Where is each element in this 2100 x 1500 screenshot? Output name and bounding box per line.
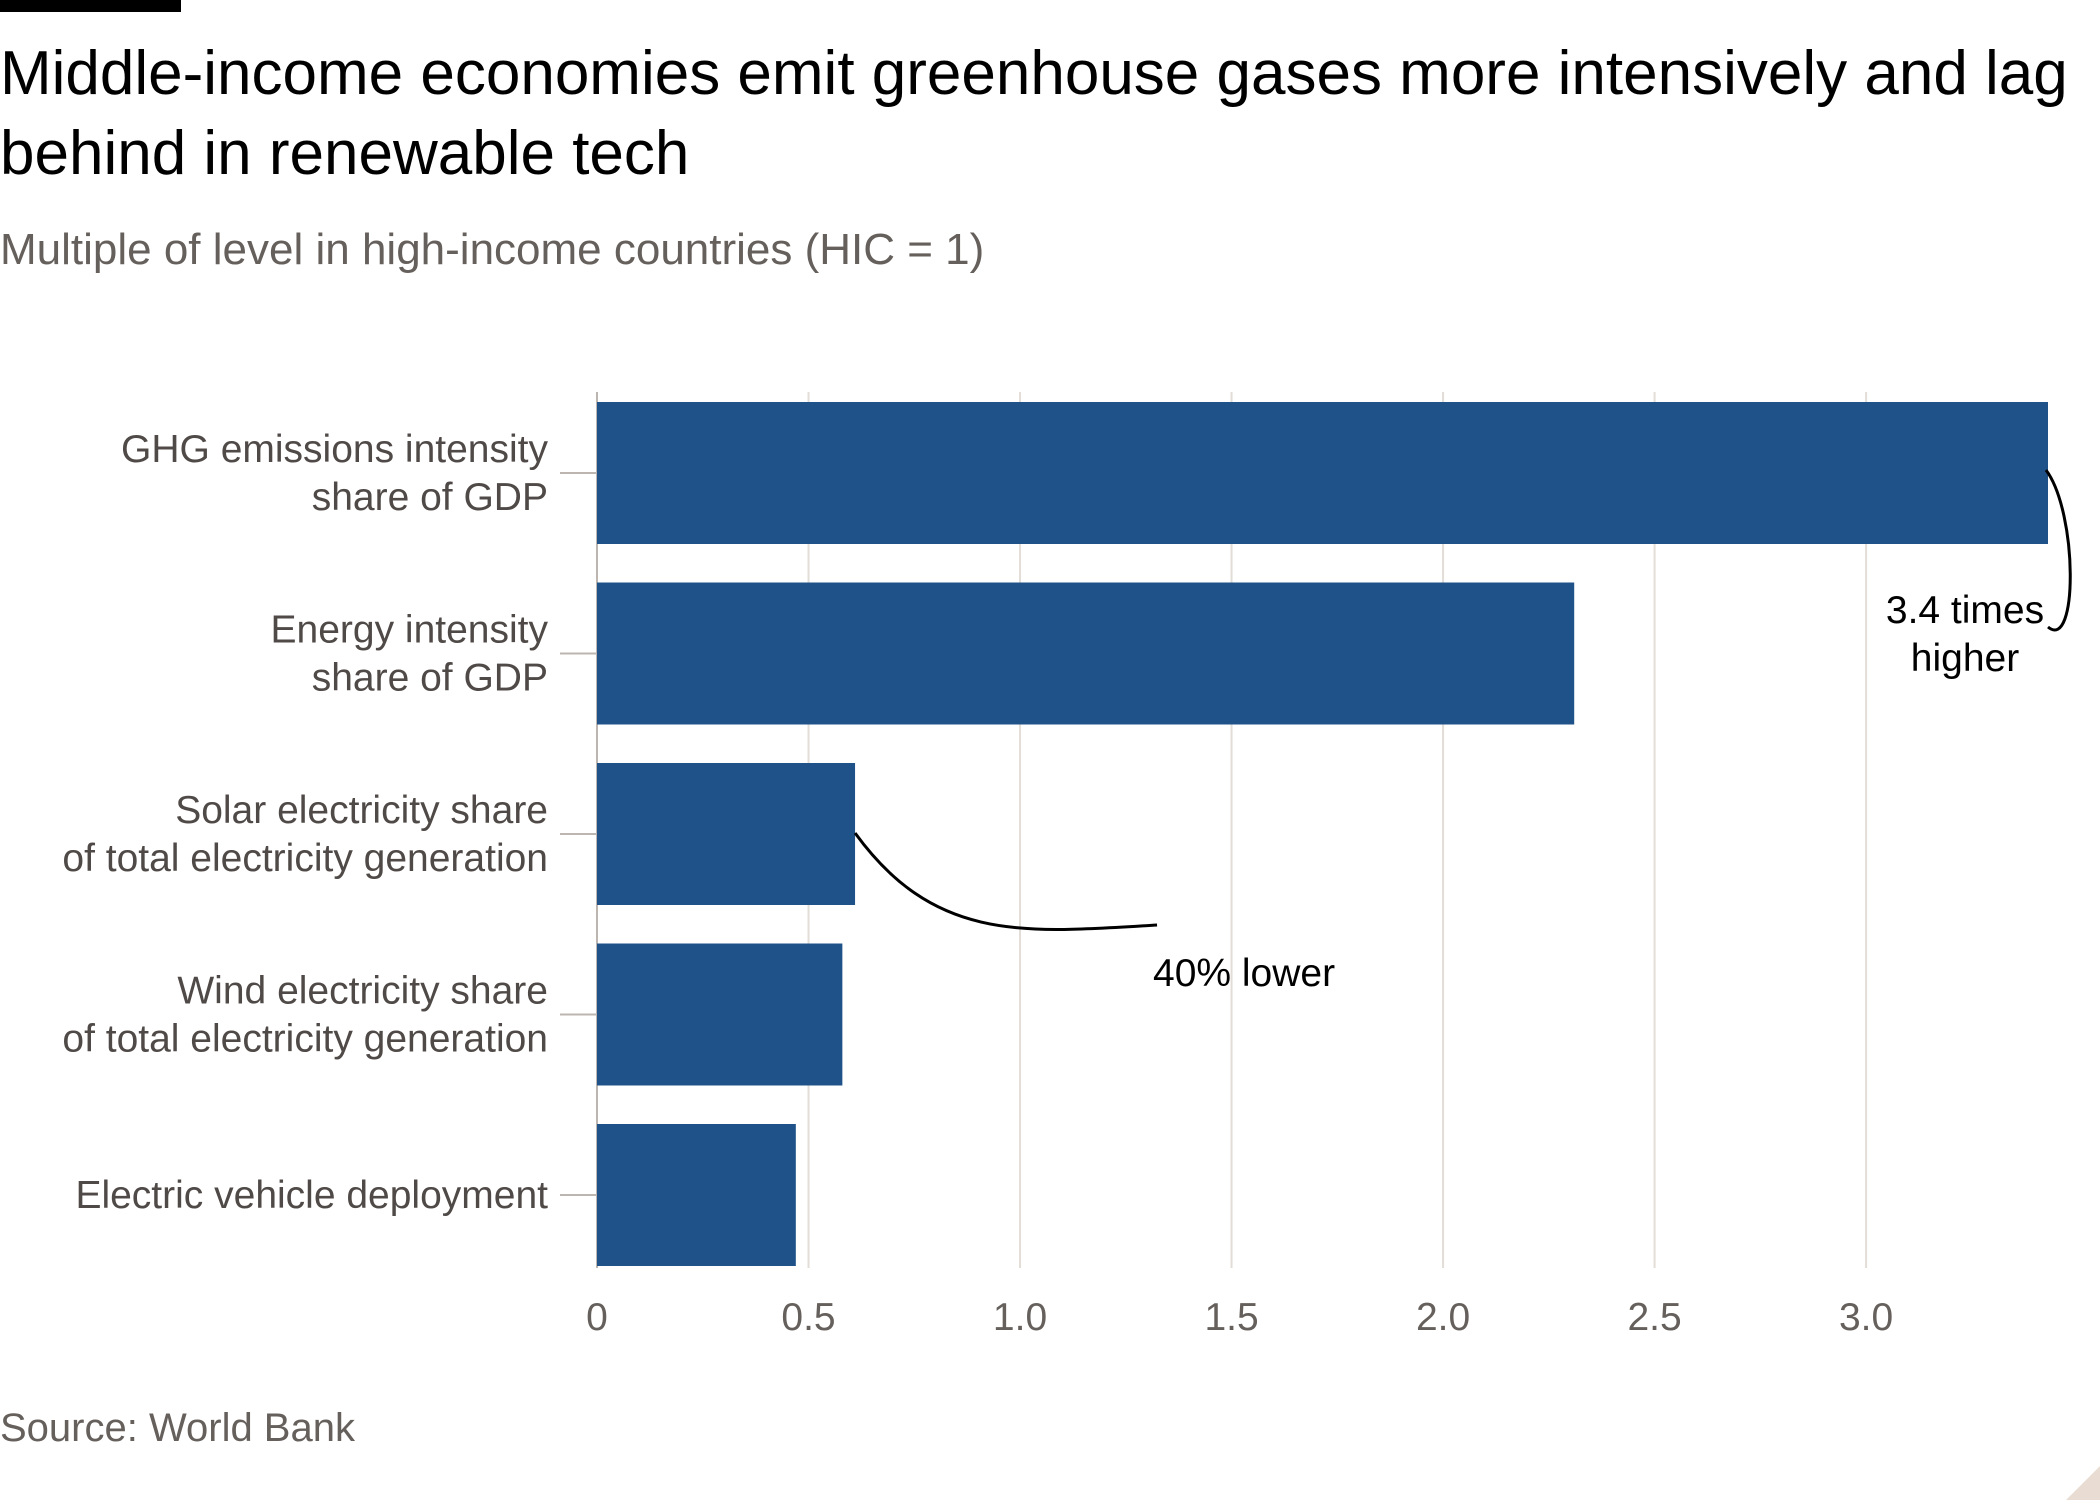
bar	[597, 402, 2048, 544]
x-tick-label: 0.5	[781, 1296, 835, 1339]
annotations: 3.4 times higher 40% lower	[853, 469, 2072, 995]
source-note: Source: World Bank	[0, 1406, 355, 1450]
x-tick-label: 2.5	[1627, 1296, 1681, 1339]
category-label: of total electricity generation	[62, 1018, 548, 1061]
bars	[597, 402, 2048, 1266]
x-tick-label: 0	[586, 1296, 608, 1339]
bar	[597, 943, 843, 1086]
annotation-label: higher	[1911, 637, 2019, 680]
category-labels: GHG emissions intensity share of GDP Energ…	[62, 428, 597, 1217]
x-axis-ticks: 0 0.5 1.0 1.5 2.0 2.5 3.0	[586, 1296, 1893, 1339]
category-label: Solar electricity share	[175, 789, 548, 832]
chart-title: Middle-income economies emit greenhouse …	[0, 39, 2068, 188]
x-tick-label: 1.0	[993, 1296, 1047, 1339]
annotation-connector	[2044, 469, 2072, 632]
x-tick-label: 3.0	[1839, 1296, 1893, 1339]
category-label: of total electricity generation	[62, 837, 548, 880]
category-label: share of GDP	[312, 476, 548, 519]
category-label: Electric vehicle deployment	[75, 1174, 548, 1217]
category-label: Energy intensity	[271, 609, 549, 652]
annotation-label: 3.4 times	[1886, 589, 2044, 632]
annotation-label: 40% lower	[1153, 952, 1335, 995]
corner-fold	[2066, 1466, 2100, 1500]
annotation-connector	[853, 832, 1158, 932]
bar	[597, 1124, 796, 1266]
bar	[597, 763, 856, 905]
category-label: Wind electricity share	[177, 970, 548, 1013]
bar	[597, 582, 1575, 725]
category-label: GHG emissions intensity	[121, 428, 548, 471]
top-accent-bar	[0, 0, 181, 12]
x-tick-label: 1.5	[1204, 1296, 1258, 1339]
chart-subtitle: Multiple of level in high-income countri…	[0, 225, 985, 274]
x-tick-label: 2.0	[1416, 1296, 1470, 1339]
category-label: share of GDP	[312, 657, 548, 700]
